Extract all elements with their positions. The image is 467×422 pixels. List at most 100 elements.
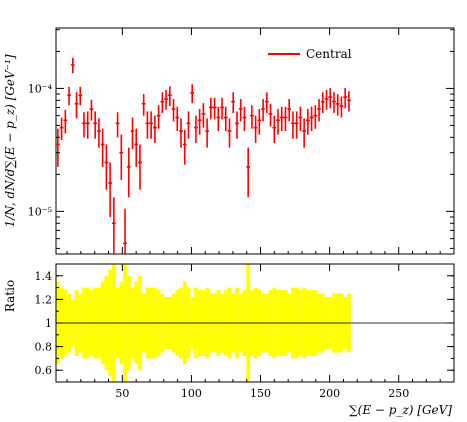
ratio-y-tick-label: 1.4: [35, 270, 53, 283]
data-point: [205, 118, 209, 148]
data-point: [250, 105, 254, 129]
data-point: [123, 208, 127, 254]
data-point: [197, 109, 202, 135]
data-point: [141, 94, 146, 116]
data-point: [227, 118, 232, 148]
data-point: [100, 128, 105, 167]
data-point: [291, 111, 295, 139]
legend: Central: [268, 47, 352, 61]
data-point: [130, 117, 135, 150]
data-point: [145, 111, 150, 139]
data-point: [78, 86, 83, 106]
data-point: [134, 128, 139, 167]
data-point: [201, 103, 206, 128]
main-y-ticks: 10⁻⁵ 10⁻⁴: [28, 28, 454, 254]
data-point: [194, 115, 198, 143]
data-point: [85, 111, 90, 139]
data-point: [70, 57, 75, 74]
data-point: [264, 92, 269, 114]
data-point: [59, 117, 64, 141]
data-point: [179, 118, 183, 148]
x-tick-label: 50: [115, 387, 129, 400]
legend-label-central: Central: [306, 47, 352, 61]
x-tick-label: 100: [181, 387, 202, 400]
data-point: [347, 91, 351, 112]
data-point: [309, 106, 314, 132]
main-y-axis-label: 1/N, dN/d∑(E − p_z) [GeV⁻¹]: [3, 54, 17, 227]
data-point: [257, 109, 262, 135]
data-point: [156, 105, 161, 129]
data-point: [294, 111, 299, 139]
data-point: [242, 106, 247, 132]
ratio-x-ticks: 50 100 150 200 250: [66, 251, 441, 400]
data-point: [231, 92, 236, 114]
data-point: [108, 162, 112, 217]
data-point: [216, 106, 221, 132]
data-point: [186, 111, 191, 139]
main-data-points: [56, 57, 351, 254]
data-point: [149, 111, 154, 139]
data-point: [261, 99, 265, 122]
ratio-y-ticks: 0.6 0.8 1 1.2 1.4: [35, 263, 454, 383]
data-point: [89, 99, 94, 121]
data-point: [111, 197, 116, 254]
x-tick-label: 250: [388, 387, 409, 400]
data-point: [164, 90, 168, 110]
ratio-y-tick-label: 1: [45, 317, 52, 330]
data-point: [339, 96, 344, 118]
data-point: [167, 86, 172, 106]
data-point: [235, 111, 239, 139]
ratio-y-tick-label: 0.8: [35, 341, 53, 354]
main-frame: [55, 27, 455, 255]
data-point: [93, 111, 98, 139]
data-point: [305, 109, 310, 135]
data-point: [153, 115, 157, 143]
data-point: [74, 92, 79, 119]
main-y-tick-label: 10⁻⁴: [28, 82, 53, 95]
data-point: [313, 105, 318, 129]
data-point: [283, 106, 288, 132]
data-point: [182, 129, 187, 165]
data-point: [160, 92, 165, 114]
data-point: [287, 99, 292, 122]
main-y-tick-label: 10⁻⁵: [28, 205, 52, 218]
data-point: [104, 144, 109, 190]
data-point: [320, 92, 325, 114]
ratio-y-axis-label: Ratio: [3, 280, 17, 312]
data-point: [238, 99, 243, 122]
data-point: [276, 109, 280, 135]
data-point: [56, 128, 60, 167]
data-point: [298, 106, 303, 132]
x-tick-label: 150: [250, 387, 271, 400]
x-axis-label: ∑(E − p_z) [GeV]: [349, 403, 452, 417]
data-point: [97, 118, 101, 148]
ratio-y-tick-label: 0.6: [35, 364, 53, 377]
data-point: [324, 90, 329, 110]
x-tick-label: 200: [319, 387, 340, 400]
data-point: [67, 86, 71, 106]
data-point: [317, 99, 321, 122]
data-point: [279, 106, 284, 132]
data-point: [272, 115, 277, 143]
data-point: [223, 106, 228, 132]
data-point: [343, 87, 348, 109]
data-point: [138, 144, 142, 190]
main-panel: 10⁻⁵ 10⁻⁴ 1/N, dN/d∑(E − p_z) [GeV⁻¹] Cen…: [3, 27, 455, 255]
data-point: [253, 115, 258, 143]
data-point: [175, 106, 180, 132]
data-point: [335, 94, 340, 116]
data-point: [268, 103, 273, 127]
data-point: [190, 84, 195, 104]
data-point: [82, 112, 86, 138]
data-point: [115, 112, 120, 138]
ratio-panel: 0.6 0.8 1 1.2 1.4 50 100 150 200 250 Ratio ∑(E −…: [3, 251, 455, 417]
data-point: [328, 87, 333, 109]
data-point: [212, 97, 217, 120]
data-point: [119, 134, 124, 180]
data-point: [63, 109, 68, 134]
data-point: [208, 97, 213, 120]
data-point: [171, 99, 176, 122]
data-point: [126, 147, 131, 198]
data-point: [302, 118, 306, 148]
